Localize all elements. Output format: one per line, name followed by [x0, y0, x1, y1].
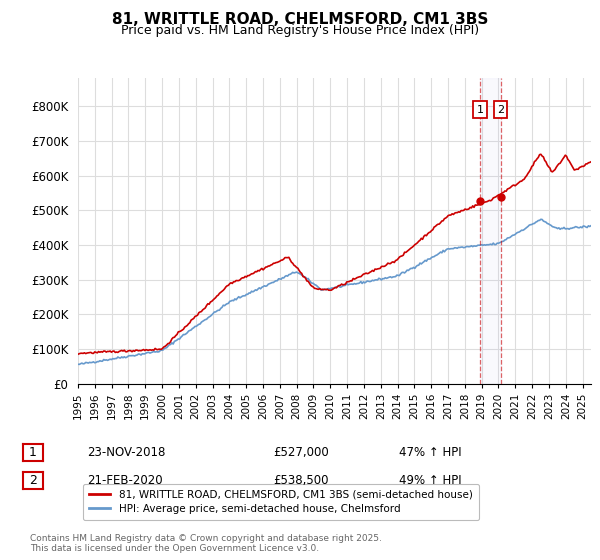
Text: £538,500: £538,500: [273, 474, 329, 487]
Text: 81, WRITTLE ROAD, CHELMSFORD, CM1 3BS: 81, WRITTLE ROAD, CHELMSFORD, CM1 3BS: [112, 12, 488, 27]
Text: 23-NOV-2018: 23-NOV-2018: [87, 446, 166, 459]
Bar: [480, 78, 500, 384]
Text: Contains HM Land Registry data © Crown copyright and database right 2025.
This d: Contains HM Land Registry data © Crown c…: [30, 534, 382, 553]
Text: 2: 2: [497, 105, 504, 115]
Text: 21-FEB-2020: 21-FEB-2020: [87, 474, 163, 487]
Text: £527,000: £527,000: [273, 446, 329, 459]
Text: 1: 1: [29, 446, 37, 459]
Text: 49% ↑ HPI: 49% ↑ HPI: [399, 474, 461, 487]
Text: Price paid vs. HM Land Registry's House Price Index (HPI): Price paid vs. HM Land Registry's House …: [121, 24, 479, 37]
Legend: 81, WRITTLE ROAD, CHELMSFORD, CM1 3BS (semi-detached house), HPI: Average price,: 81, WRITTLE ROAD, CHELMSFORD, CM1 3BS (s…: [83, 484, 479, 520]
Text: 1: 1: [476, 105, 484, 115]
Text: 2: 2: [29, 474, 37, 487]
Text: 47% ↑ HPI: 47% ↑ HPI: [399, 446, 461, 459]
